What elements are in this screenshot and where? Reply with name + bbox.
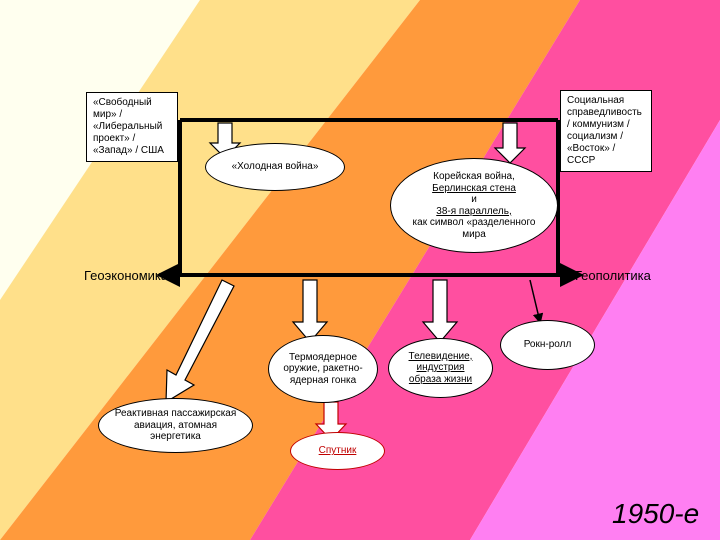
ellipse-thermo: Термоядерное оружие, ракетно-ядерная гон… (268, 335, 378, 403)
ellipse-thermo-text: Термоядерное оружие, ракетно-ядерная гон… (279, 352, 367, 387)
box-free-world: «Свободный мир» / «Либеральный проект» /… (86, 92, 178, 162)
label-geopolitics: Геополитика (575, 268, 651, 283)
ellipse-rock: Рокн-ролл (500, 320, 595, 370)
box-free-world-text: «Свободный мир» / «Либеральный проект» /… (93, 97, 171, 157)
label-geoeconomics: Геоэкономика (84, 268, 168, 283)
ellipse-jet: Реактивная пассажирская авиация, атомная… (98, 398, 253, 453)
ellipse-cold-war: «Холодная война» (205, 143, 345, 191)
ellipse-korea: Корейская война, Берлинская стена и 38-я… (390, 158, 558, 253)
ellipse-sputnik: Спутник (290, 432, 385, 470)
diagram-canvas: «Свободный мир» / «Либеральный проект» /… (0, 0, 720, 540)
ellipse-tv: Телевидение, индустрия образа жизни (388, 338, 493, 398)
ellipse-rock-text: Рокн-ролл (524, 339, 572, 351)
ellipse-sputnik-text: Спутник (319, 445, 357, 457)
ellipse-korea-text: Корейская война, Берлинская стена и 38-я… (401, 171, 547, 240)
ellipse-jet-text: Реактивная пассажирская авиация, атомная… (109, 408, 242, 443)
ellipse-tv-text: Телевидение, индустрия образа жизни (399, 351, 482, 386)
box-ussr-text: Социальная справедливость / коммунизм / … (567, 95, 645, 167)
ellipse-cold-war-text: «Холодная война» (232, 161, 319, 173)
decade-label: 1950-е (612, 498, 699, 530)
box-ussr: Социальная справедливость / коммунизм / … (560, 90, 652, 172)
